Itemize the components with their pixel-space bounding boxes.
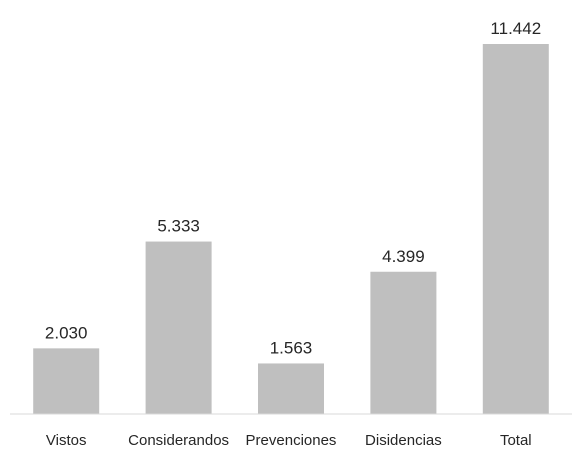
- x-tick-label-prevenciones: Prevenciones: [246, 432, 337, 449]
- bar-disidencias: [370, 271, 437, 414]
- x-tick-label-considerandos: Considerandos: [128, 432, 229, 449]
- data-labels-layer: 2.030 5.333 1.563 4.399 11.442: [45, 19, 541, 357]
- bar-vistos: [33, 348, 100, 414]
- x-tick-label-total: Total: [500, 432, 532, 449]
- data-label-disidencias: 4.399: [382, 247, 425, 266]
- data-label-vistos: 2.030: [45, 323, 88, 342]
- x-tick-label-vistos: Vistos: [46, 432, 87, 449]
- bar-total: [482, 44, 549, 414]
- bar-considerandos: [145, 241, 212, 414]
- bar-prevenciones: [258, 363, 324, 414]
- data-label-considerandos: 5.333: [157, 217, 200, 236]
- data-label-total: 11.442: [490, 19, 541, 38]
- x-tick-labels-layer: Vistos Considerandos Prevenciones Disidenci…: [46, 432, 532, 449]
- data-label-prevenciones: 1.563: [270, 338, 313, 357]
- x-tick-label-disidencias: Disidencias: [365, 432, 442, 449]
- bars-layer: [33, 44, 549, 414]
